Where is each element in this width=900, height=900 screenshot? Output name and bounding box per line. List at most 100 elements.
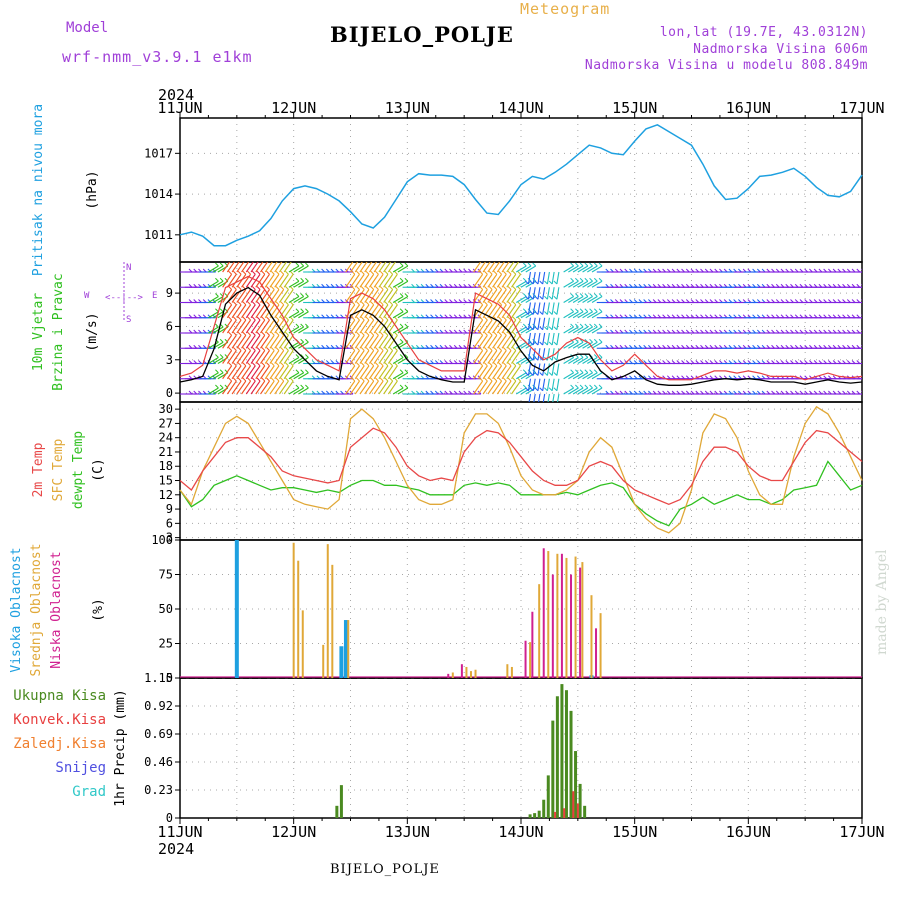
total-precip-bar (537, 810, 541, 818)
wind-barb (250, 380, 261, 395)
wind-barb-head (365, 347, 370, 351)
wind-barb-head (502, 270, 507, 275)
compass-w: W (84, 291, 90, 301)
mid-cloud-bar (599, 613, 602, 678)
wind-barb-head (289, 362, 294, 367)
mid-cloud-bar (331, 564, 334, 678)
wind-barb-head (394, 270, 398, 275)
wind-barb (492, 334, 503, 349)
wind-barb (527, 302, 532, 315)
wind-barb-head (493, 331, 498, 336)
mid-cloud-bar (469, 671, 472, 678)
wind-barb (525, 357, 537, 364)
model-name: wrf-nmm_v3.9.1 e1km (62, 48, 253, 66)
wind-barb (556, 332, 560, 346)
wind-barb (568, 341, 579, 349)
wind-barb (283, 365, 294, 380)
wind-barb (279, 319, 289, 334)
wind-barb (546, 271, 550, 285)
wind-barb-head (548, 280, 553, 285)
wind-barb (208, 311, 219, 319)
wind-barb-head (502, 316, 507, 321)
wind-barb (587, 326, 598, 334)
wind-barb (350, 273, 360, 288)
wind-barb (487, 289, 498, 303)
wind-barb-head (507, 316, 512, 321)
wind-barb (293, 265, 304, 273)
wind-barb-head (399, 384, 404, 389)
wind-barb-head (584, 308, 589, 313)
wind-barb-head (539, 280, 544, 285)
wind-barb-head (247, 347, 251, 351)
dewpoint-side-label: dewpt Temp (71, 431, 86, 509)
wind-barb (496, 334, 507, 349)
wind-barb (368, 289, 379, 303)
wind-barb-head (300, 338, 305, 343)
y-tick-label: 6 (166, 516, 173, 530)
wind-barb (298, 372, 309, 380)
wind-barb-head (384, 377, 389, 382)
wind-barb-head (251, 301, 256, 306)
wind-barb (520, 311, 532, 319)
wind-barb (373, 262, 382, 273)
wind-barb-head (242, 316, 247, 321)
y-tick-label: 3 (166, 353, 173, 367)
wind-barb-head (361, 256, 364, 259)
low-cloud-bar (560, 553, 563, 678)
wind-barb (496, 319, 507, 334)
wind-barb (350, 304, 360, 319)
wind-barb (511, 273, 521, 288)
wind-barb (515, 311, 527, 319)
wind-barb-head (275, 301, 280, 306)
wind-barb-head (285, 362, 289, 367)
wind-barb-head (379, 347, 384, 351)
wind-barb (473, 319, 484, 334)
wind-barb (250, 273, 261, 288)
wind-barb-head (379, 362, 384, 367)
wind-barb (515, 296, 527, 303)
wind-barb-head (370, 377, 375, 382)
wind-barb-head (365, 377, 370, 382)
wind-barb-head (275, 347, 280, 351)
wind-barb (582, 280, 593, 288)
wind-barb-head (484, 347, 488, 351)
wind-barb-head (365, 301, 370, 306)
wind-barb (577, 357, 589, 364)
wind-barb (354, 334, 365, 349)
wind-barb (532, 317, 536, 330)
wind-barb-head (285, 316, 289, 321)
total-precip-bar (560, 684, 564, 818)
wind-barb (577, 265, 589, 273)
wind-barb (482, 273, 493, 288)
wind-barb (552, 393, 555, 402)
wind-barb (279, 262, 288, 273)
mid-cloud-bar (326, 544, 329, 678)
wind-barb (527, 271, 532, 285)
wind-barb-head (261, 362, 266, 367)
wind-barb (274, 289, 285, 303)
total-precip-bar (335, 805, 339, 818)
wind-barb (542, 332, 546, 346)
y-tick-label: 6 (166, 319, 173, 333)
wind-barb (492, 304, 503, 319)
wind-barb (525, 326, 537, 334)
wind-barb-head (589, 338, 593, 343)
wind-barb-head (357, 256, 360, 259)
wind-barb (556, 302, 560, 315)
wind-barb-head (540, 403, 543, 406)
wind-barb-head (529, 356, 534, 361)
wind-barb (537, 302, 541, 315)
wind-barb-head (871, 315, 874, 318)
wind-barb (350, 334, 360, 349)
wind-barb (591, 296, 603, 303)
y-tick-label: 0.23 (144, 783, 173, 797)
lonlat-text: lon,lat (19.7E, 43.0312N) (659, 25, 868, 40)
wind-barb-head (266, 347, 270, 351)
wind-barb (532, 287, 536, 300)
wind-barb-head (242, 377, 247, 382)
wind-barb (591, 372, 603, 380)
wind-barb (572, 296, 584, 303)
wind-barb (506, 304, 517, 319)
wind-barb-head (479, 362, 483, 367)
wind-barb-head (548, 356, 553, 361)
